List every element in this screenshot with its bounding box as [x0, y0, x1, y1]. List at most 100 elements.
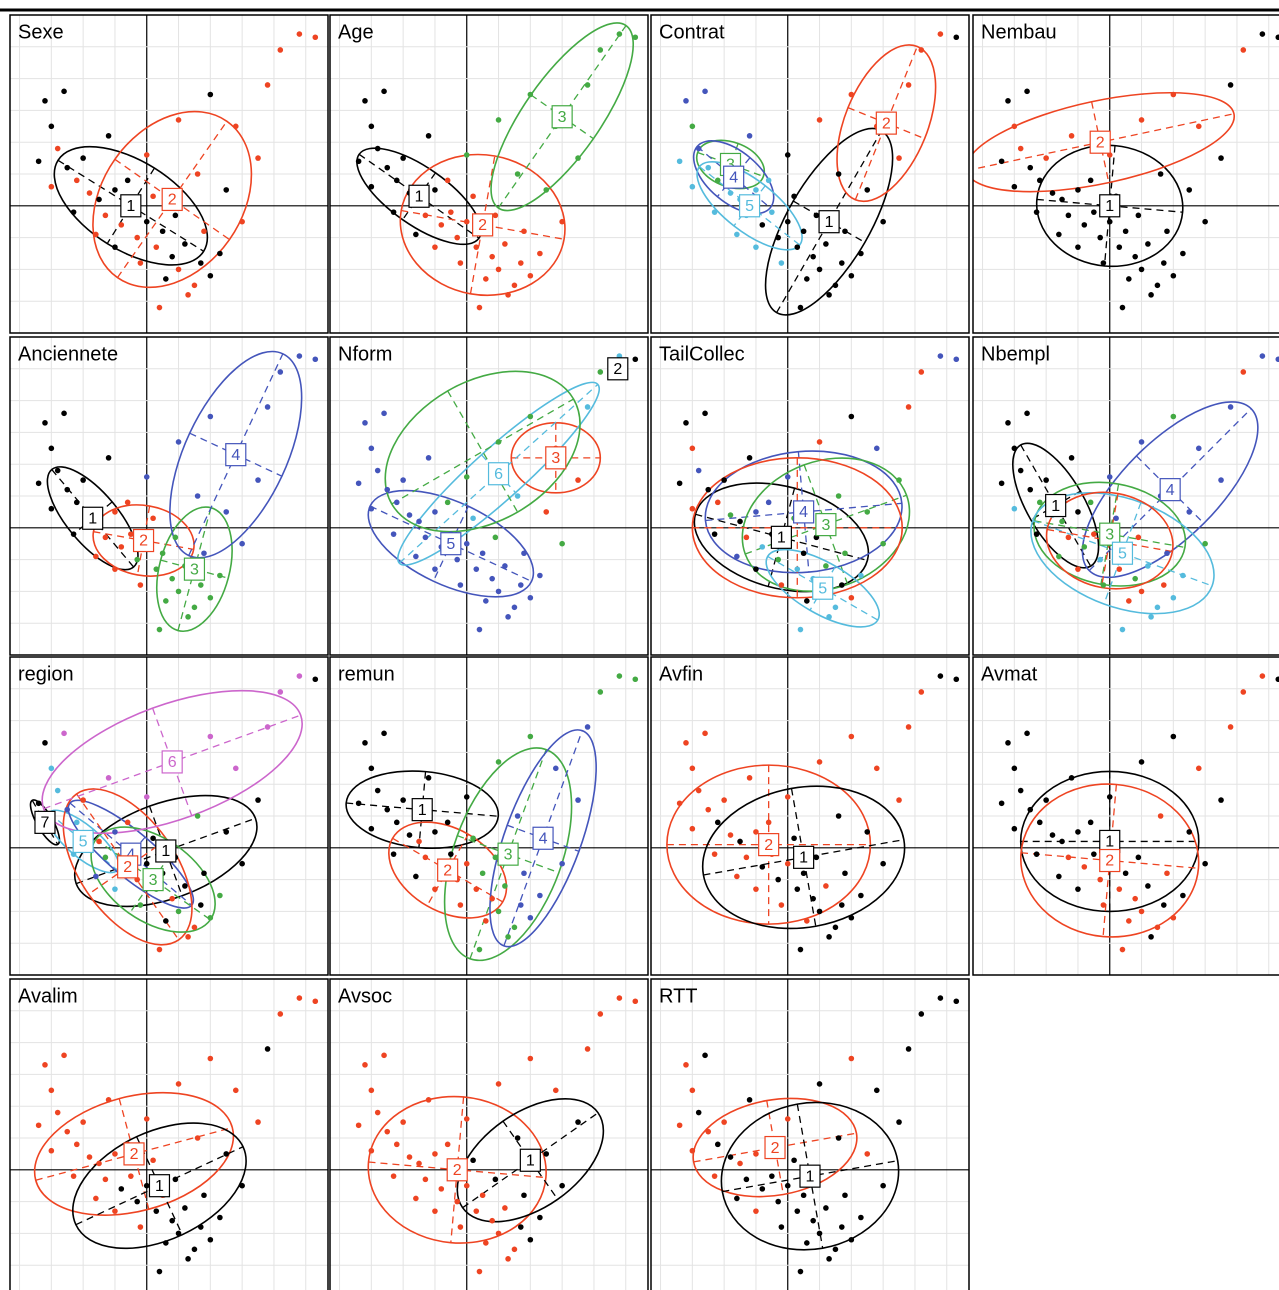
ellipse-minor-axis [1135, 455, 1205, 524]
panel-frame [972, 14, 1279, 334]
group-label-box [142, 867, 164, 892]
point [137, 902, 144, 908]
point [858, 1214, 864, 1221]
point [1157, 171, 1164, 177]
group-label-box [1099, 522, 1121, 546]
group-label-box [532, 826, 554, 850]
panel: 1 4 35 Nbempl [973, 337, 1279, 655]
group-label-box [770, 525, 792, 549]
point [381, 88, 387, 95]
point [689, 1087, 696, 1094]
point [689, 765, 696, 772]
panel: 7 1 5 423 6 region [10, 657, 328, 975]
point [1056, 231, 1062, 238]
point [102, 854, 109, 861]
point [848, 413, 855, 420]
point [163, 276, 169, 282]
panel-frame [972, 656, 1279, 976]
point [35, 800, 42, 807]
point [425, 775, 432, 781]
point [1218, 477, 1224, 483]
point [1087, 177, 1094, 184]
point [1027, 486, 1034, 493]
point [632, 34, 639, 41]
point [835, 1135, 842, 1141]
point [810, 895, 816, 902]
point [737, 838, 743, 845]
point [753, 566, 759, 572]
point [61, 410, 67, 417]
panel-title: RTT [659, 985, 698, 1007]
point [753, 509, 759, 515]
group-label: 1 [161, 843, 170, 860]
point [277, 689, 284, 695]
point [1005, 98, 1011, 104]
point [425, 1097, 432, 1103]
point [1068, 775, 1075, 781]
group-label: 3 [149, 872, 158, 889]
point [575, 797, 581, 803]
point [676, 480, 683, 487]
point [156, 1268, 163, 1275]
point [711, 851, 718, 857]
point [422, 212, 429, 219]
point [172, 534, 179, 541]
point [438, 1186, 445, 1192]
point [505, 292, 511, 298]
group-label-box [120, 194, 142, 218]
point [93, 1195, 99, 1202]
point [1075, 509, 1081, 515]
point [953, 356, 960, 363]
group-label: 4 [1166, 482, 1175, 499]
point [778, 1224, 785, 1230]
point [864, 187, 871, 193]
point [374, 145, 381, 152]
point [791, 193, 797, 200]
point [683, 1062, 689, 1068]
point [1065, 534, 1072, 541]
point [413, 1195, 419, 1202]
point [207, 733, 214, 740]
point [384, 806, 391, 813]
point [448, 209, 454, 215]
group-label-box [815, 513, 837, 537]
point [163, 598, 169, 604]
group-label-box [34, 810, 56, 834]
point [1195, 765, 1202, 772]
point [112, 1208, 118, 1214]
point [1116, 244, 1123, 250]
panel-title: Age [338, 21, 374, 43]
point [746, 133, 753, 139]
point [112, 566, 118, 572]
group-label: 5 [446, 536, 455, 553]
point [734, 1195, 740, 1202]
point [118, 544, 125, 550]
point [1036, 177, 1043, 184]
point [191, 604, 198, 611]
point [864, 509, 871, 515]
point [848, 1236, 855, 1243]
point [616, 673, 623, 679]
group-label-box [607, 357, 629, 381]
point [1202, 540, 1208, 547]
point [797, 304, 804, 311]
point [463, 1182, 470, 1189]
point [105, 455, 112, 461]
group-label: 2 [139, 533, 148, 550]
point [454, 234, 461, 241]
point [858, 572, 864, 579]
point [797, 626, 804, 633]
panel-background [330, 979, 648, 1290]
point [1195, 445, 1202, 452]
point [48, 505, 55, 512]
point [150, 193, 156, 200]
group-label-box [812, 576, 834, 600]
point [42, 740, 48, 746]
point [521, 550, 527, 557]
point [705, 486, 712, 493]
point [1126, 598, 1132, 604]
point [239, 540, 245, 547]
point [163, 918, 169, 924]
point [1068, 133, 1075, 139]
point [537, 572, 543, 579]
